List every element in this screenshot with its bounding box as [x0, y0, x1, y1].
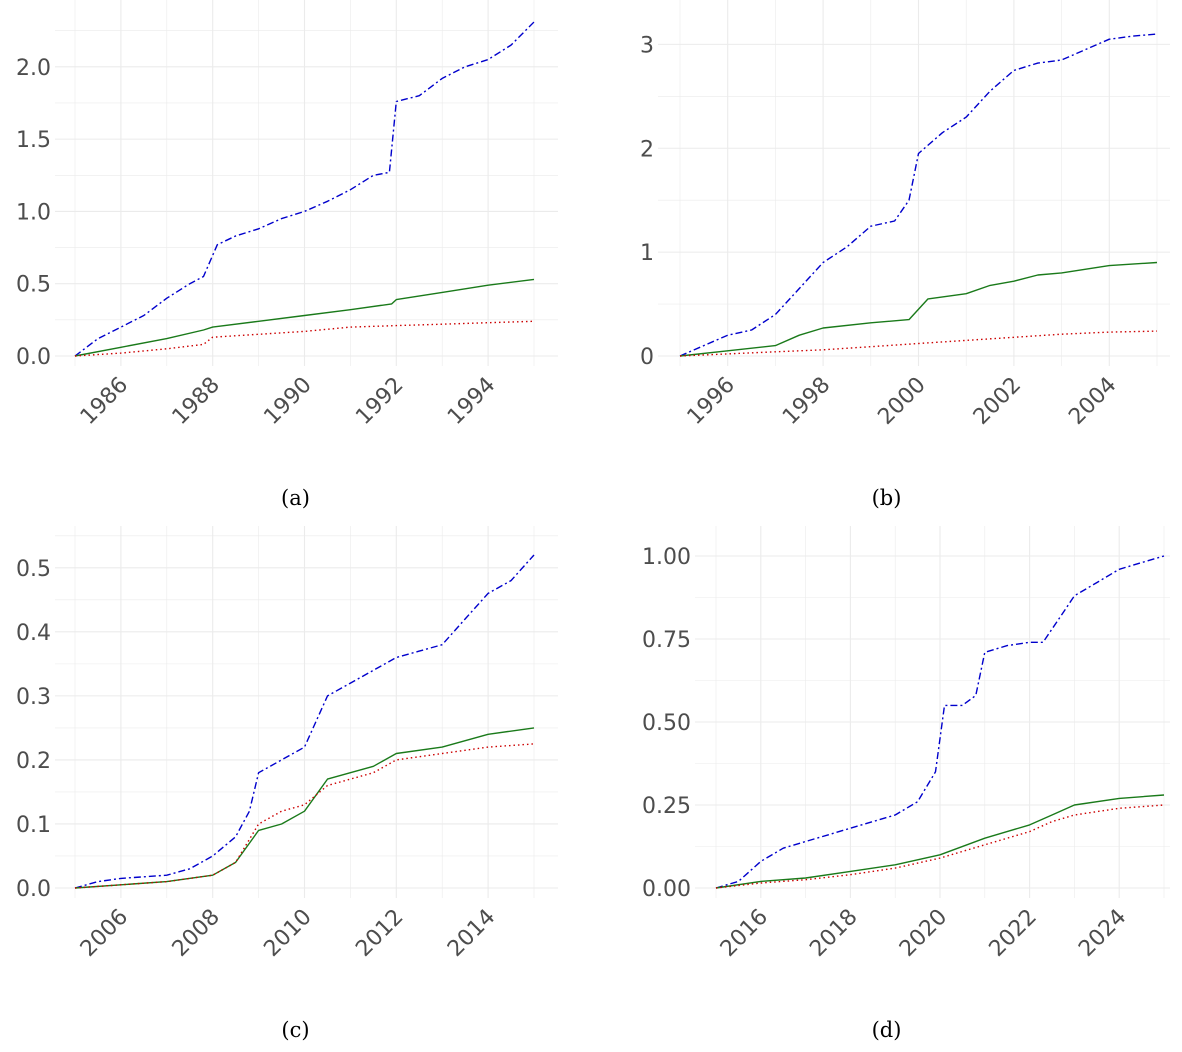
x-tick-label: 1990: [259, 373, 316, 430]
x-tick-label: 1998: [778, 373, 835, 430]
y-tick-label: 0.5: [16, 273, 51, 298]
x-tick-label: 1996: [683, 373, 740, 430]
y-tick-label: 0.0: [16, 345, 51, 370]
x-tick-label: 1994: [443, 373, 500, 430]
y-tick-label: 0.00: [642, 877, 691, 902]
y-tick-label: 0.5: [16, 557, 51, 582]
x-tick-label: 2024: [1074, 905, 1131, 962]
chart-svg-c: 0.0 0.1 0.2 0.3 0.4 0.5 2006 2008 2010 2012 2014: [16, 526, 558, 962]
y-tick-label: 2.0: [16, 56, 51, 81]
y-tick-label: 1.00: [642, 545, 691, 570]
y-tick-label: 0.0: [16, 877, 51, 902]
chart-svg-b: 0 1 2 3 1996 1998 2000 2002 2004: [640, 0, 1170, 430]
y-tick-label: 1.0: [16, 200, 51, 225]
x-tick-label: 2006: [76, 905, 133, 962]
series-line-green: [679, 261, 1158, 357]
x-tick-label: 2008: [168, 905, 225, 962]
x-tick-label: 2016: [716, 905, 773, 962]
series-line-blue: [74, 21, 535, 357]
x-tick-label: 1992: [351, 373, 408, 430]
y-tick-label: 0: [640, 345, 654, 370]
x-tick-label: 2004: [1064, 373, 1121, 430]
y-tick-label: 0.75: [642, 628, 691, 653]
chart-panel-b: 0 1 2 3 1996 1998 2000 2002 2004 (b): [591, 0, 1182, 526]
series-line-blue: [74, 554, 535, 889]
x-tick-label: 2010: [259, 905, 316, 962]
x-tick-label: 2002: [969, 373, 1026, 430]
series-line-green: [715, 794, 1165, 889]
caption-d: (d): [871, 1018, 902, 1042]
y-tick-label: 0.3: [16, 685, 51, 710]
x-tick-label: 2020: [895, 905, 952, 962]
chart-svg-d: 0.00 0.25 0.50 0.75 1.00 2016 2018 2020 2022 2024: [642, 526, 1170, 962]
chart-panel-d: 0.00 0.25 0.50 0.75 1.00 2016 2018 2020 2022 2024…: [591, 526, 1182, 1052]
x-tick-label: 2014: [443, 905, 500, 962]
caption-a: (a): [281, 486, 310, 510]
y-tick-label: 1.5: [16, 128, 51, 153]
series-line-blue: [679, 33, 1158, 357]
chart-panel-c: 0.0 0.1 0.2 0.3 0.4 0.5 2006 2008 2010 2012 2014 (…: [0, 526, 591, 1052]
chart-svg-a: 0.0 0.5 1.0 1.5 2.0 1986 1988 1990 1992 1994: [16, 0, 558, 430]
x-tick-label: 2012: [351, 905, 408, 962]
x-tick-label: 2022: [985, 905, 1042, 962]
y-tick-label: 1: [640, 241, 654, 266]
y-tick-label: 0.1: [16, 813, 51, 838]
series-line-blue: [715, 555, 1165, 889]
y-tick-label: 0.2: [16, 749, 51, 774]
x-tick-label: 2018: [805, 905, 862, 962]
caption-b: (b): [871, 486, 902, 510]
x-tick-label: 1986: [76, 373, 133, 430]
caption-c: (c): [281, 1018, 310, 1042]
series-line-green: [74, 278, 535, 357]
chart-panel-a: 0.0 0.5 1.0 1.5 2.0 1986 1988 1990 1992 1994 (a): [0, 0, 591, 526]
series-line-red: [679, 330, 1158, 357]
y-tick-label: 2: [640, 137, 654, 162]
y-tick-label: 0.4: [16, 621, 51, 646]
x-tick-label: 1988: [168, 373, 225, 430]
x-tick-label: 2000: [873, 373, 930, 430]
y-tick-label: 0.50: [642, 711, 691, 736]
series-line-red: [74, 320, 535, 357]
series-line-green: [74, 727, 535, 889]
y-tick-label: 3: [640, 33, 654, 58]
y-tick-label: 0.25: [642, 794, 691, 819]
